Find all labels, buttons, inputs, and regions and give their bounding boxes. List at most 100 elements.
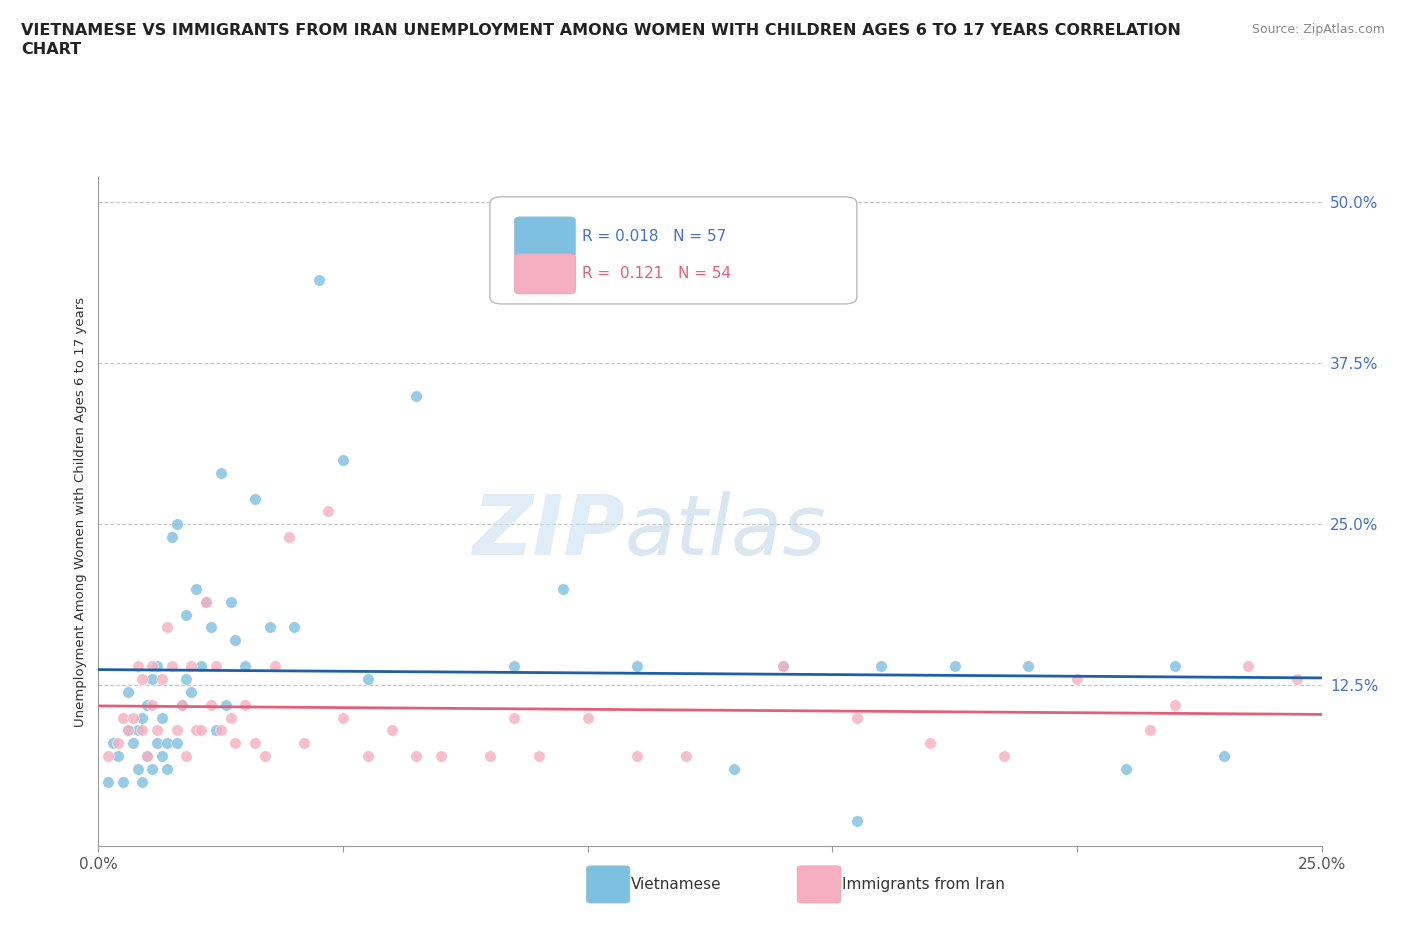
Text: Source: ZipAtlas.com: Source: ZipAtlas.com — [1251, 23, 1385, 36]
Point — [156, 620, 179, 635]
Point — [1066, 671, 1088, 686]
Point — [553, 581, 575, 596]
Point — [332, 711, 354, 725]
Point — [141, 698, 163, 712]
Point — [1164, 658, 1187, 673]
Point — [111, 711, 134, 725]
Text: Vietnamese: Vietnamese — [631, 877, 721, 892]
Point — [166, 736, 188, 751]
Point — [136, 749, 159, 764]
Point — [356, 671, 378, 686]
Point — [195, 594, 218, 609]
Point — [176, 671, 198, 686]
Point — [176, 607, 198, 622]
Point — [527, 749, 550, 764]
Point — [332, 453, 354, 468]
Point — [200, 698, 222, 712]
Point — [107, 749, 129, 764]
Point — [381, 723, 404, 737]
Point — [845, 813, 868, 828]
Point — [920, 736, 942, 751]
Point — [170, 698, 193, 712]
Point — [1237, 658, 1260, 673]
Point — [136, 749, 159, 764]
Point — [117, 684, 139, 699]
Point — [127, 723, 149, 737]
Point — [101, 736, 124, 751]
Point — [259, 620, 281, 635]
Point — [219, 594, 242, 609]
Point — [576, 711, 599, 725]
Point — [205, 658, 228, 673]
Point — [170, 698, 193, 712]
Point — [224, 736, 246, 751]
Point — [356, 749, 378, 764]
Point — [1286, 671, 1309, 686]
Point — [190, 723, 212, 737]
Point — [107, 736, 129, 751]
Point — [478, 749, 501, 764]
Point — [146, 736, 169, 751]
Point — [117, 723, 139, 737]
Point — [772, 658, 794, 673]
Point — [723, 762, 745, 777]
Point — [127, 762, 149, 777]
Point — [146, 658, 169, 673]
Point — [253, 749, 276, 764]
Point — [209, 723, 232, 737]
Point — [97, 749, 120, 764]
Point — [121, 711, 143, 725]
Text: Immigrants from Iran: Immigrants from Iran — [842, 877, 1005, 892]
Point — [131, 723, 153, 737]
Point — [150, 711, 173, 725]
Point — [127, 658, 149, 673]
Point — [1164, 698, 1187, 712]
Point — [845, 711, 868, 725]
Point — [214, 698, 236, 712]
Point — [675, 749, 697, 764]
Point — [318, 504, 340, 519]
Point — [405, 388, 427, 403]
Point — [1139, 723, 1161, 737]
Text: R = 0.018   N = 57: R = 0.018 N = 57 — [582, 230, 725, 245]
Text: VIETNAMESE VS IMMIGRANTS FROM IRAN UNEMPLOYMENT AMONG WOMEN WITH CHILDREN AGES 6: VIETNAMESE VS IMMIGRANTS FROM IRAN UNEMP… — [21, 23, 1181, 38]
Point — [195, 594, 218, 609]
Point — [263, 658, 285, 673]
Point — [180, 684, 202, 699]
Point — [146, 723, 169, 737]
Point — [150, 749, 173, 764]
Point — [150, 671, 173, 686]
Text: ZIP: ZIP — [472, 491, 624, 572]
Point — [131, 671, 153, 686]
Point — [870, 658, 893, 673]
Point — [219, 711, 242, 725]
FancyBboxPatch shape — [515, 254, 575, 294]
Point — [503, 711, 526, 725]
Point — [186, 723, 208, 737]
Point — [141, 658, 163, 673]
Point — [772, 658, 794, 673]
Point — [111, 775, 134, 790]
Point — [166, 723, 188, 737]
Point — [626, 658, 648, 673]
FancyBboxPatch shape — [489, 197, 856, 304]
Point — [993, 749, 1015, 764]
Point — [209, 465, 232, 480]
Point — [136, 698, 159, 712]
Point — [156, 736, 179, 751]
Point — [190, 658, 212, 673]
Point — [205, 723, 228, 737]
Point — [278, 530, 301, 545]
Point — [283, 620, 305, 635]
Point — [131, 711, 153, 725]
Y-axis label: Unemployment Among Women with Children Ages 6 to 17 years: Unemployment Among Women with Children A… — [75, 297, 87, 726]
Point — [405, 749, 427, 764]
Point — [308, 272, 330, 287]
Point — [160, 658, 183, 673]
Point — [166, 517, 188, 532]
FancyBboxPatch shape — [515, 217, 575, 257]
Point — [131, 775, 153, 790]
Point — [117, 723, 139, 737]
Point — [180, 658, 202, 673]
Point — [503, 658, 526, 673]
